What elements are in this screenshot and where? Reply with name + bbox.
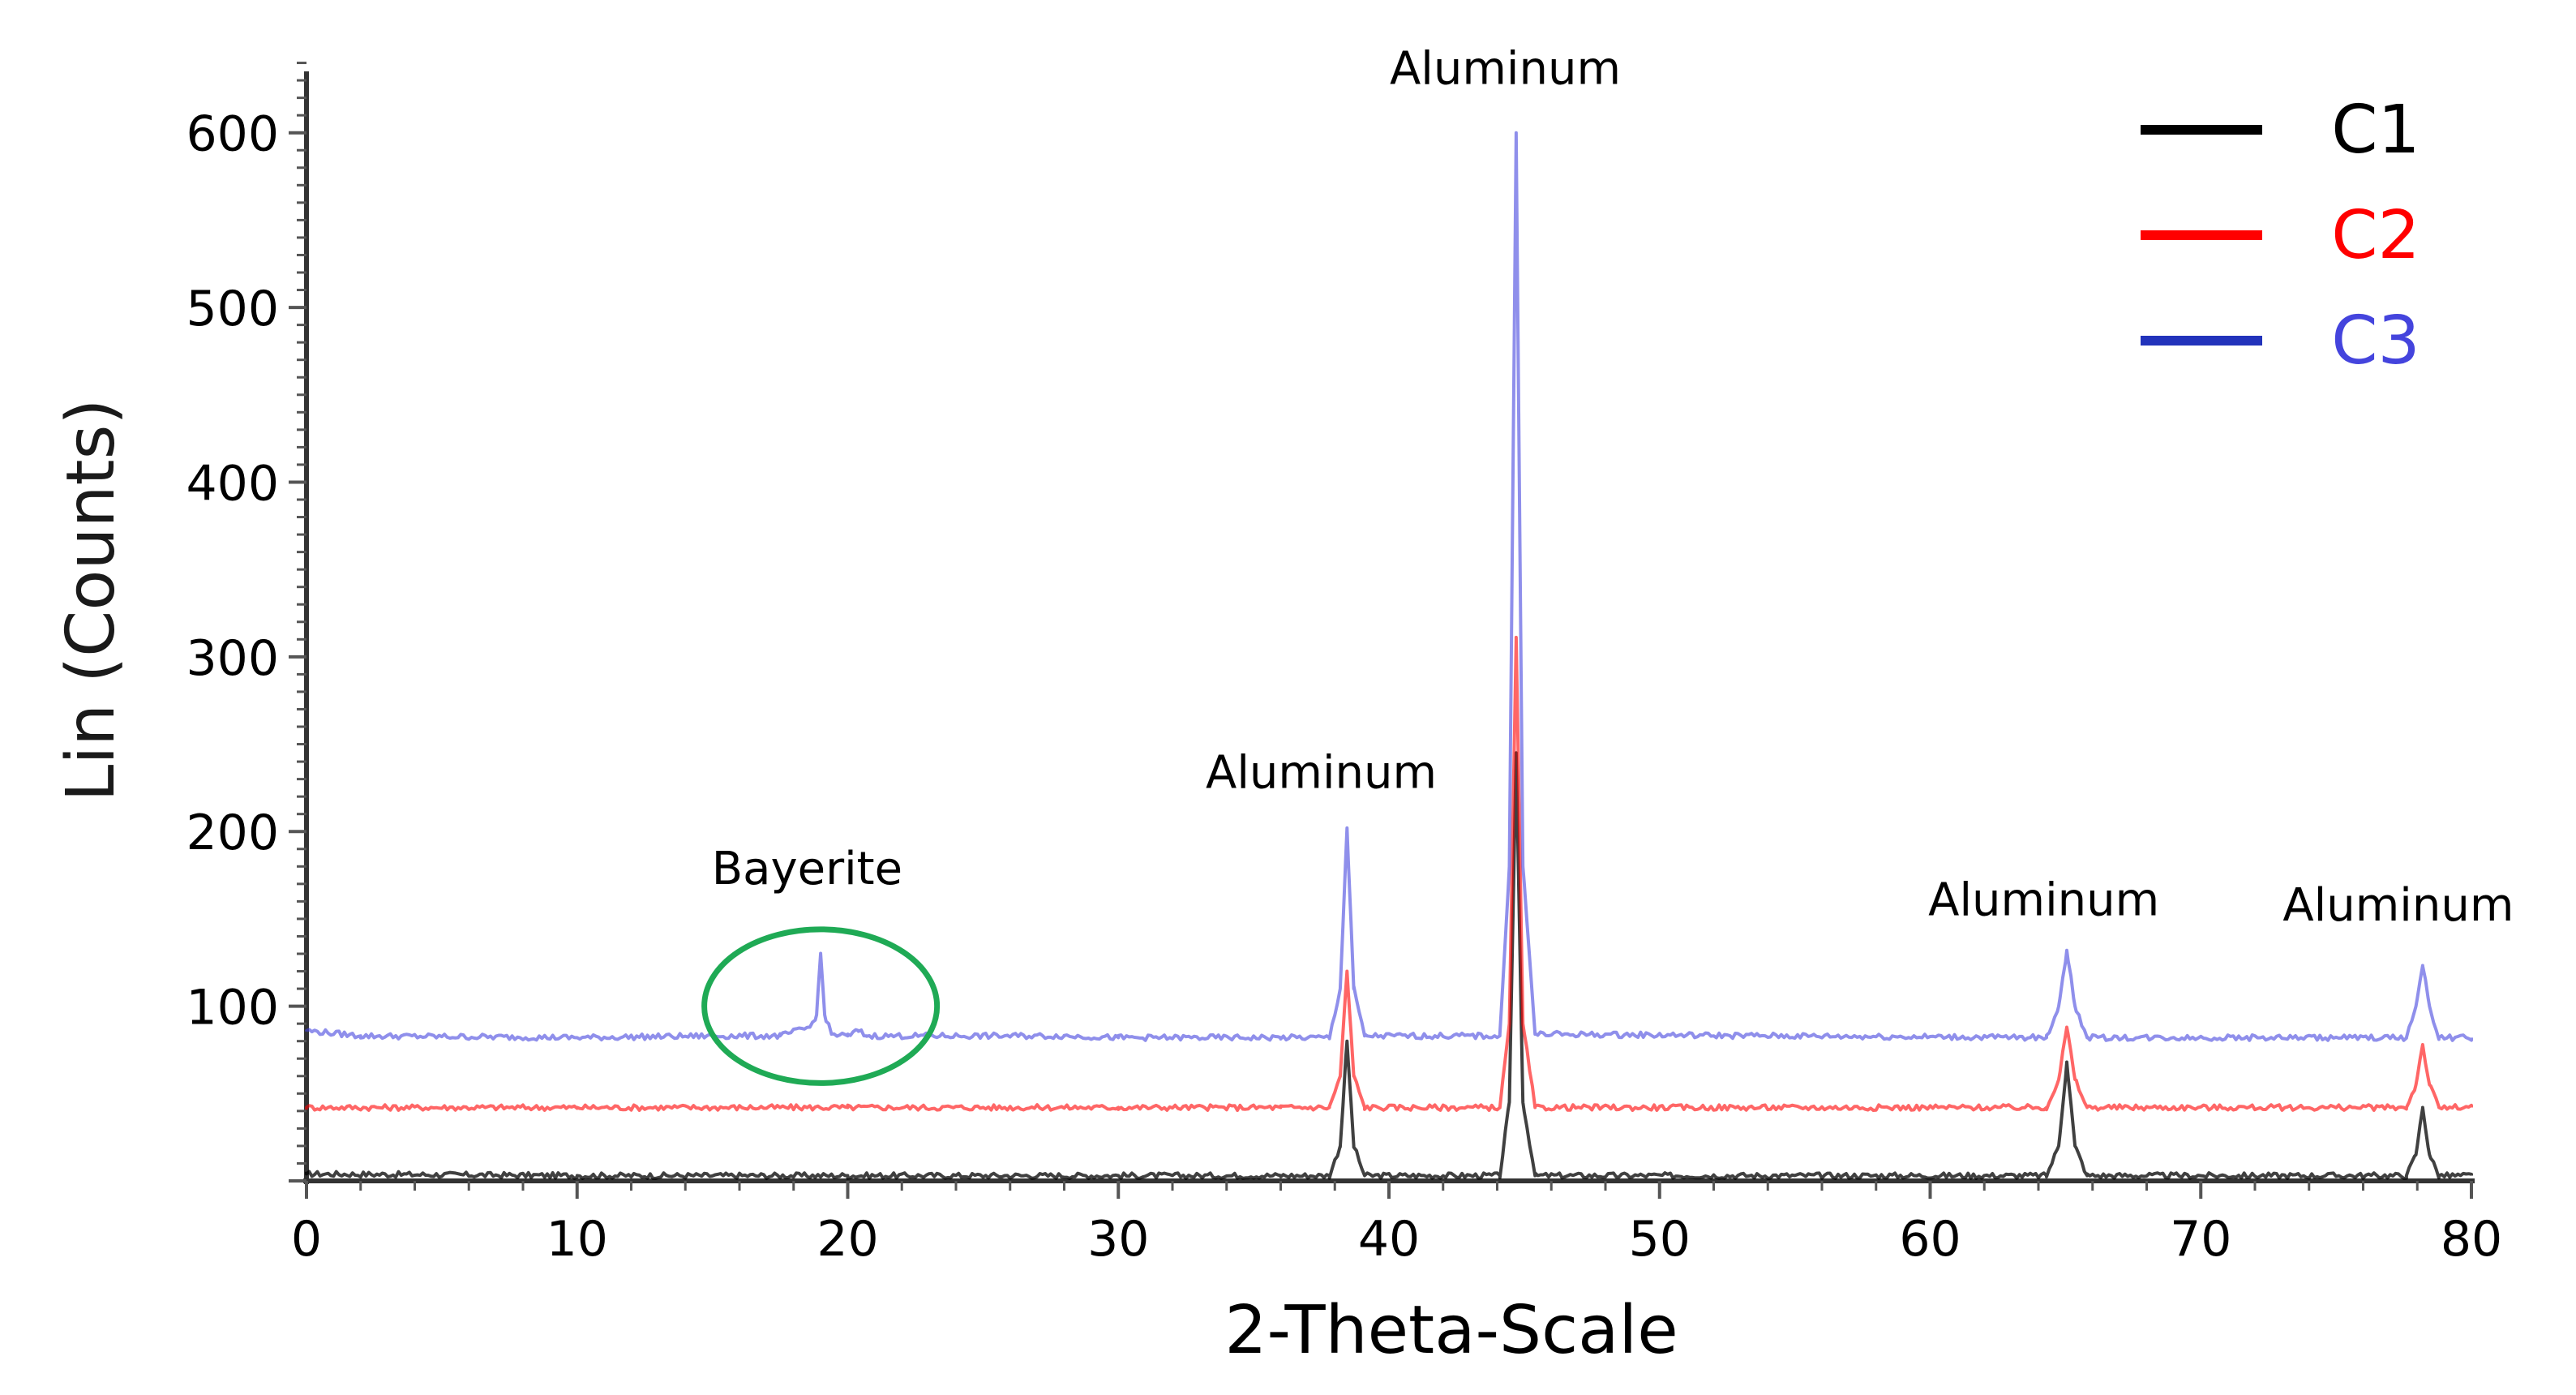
bayerite-highlight-ellipse (701, 926, 941, 1086)
peak-label: Bayerite (712, 843, 902, 895)
series-line-c1 (305, 751, 2473, 1180)
peak-label: Aluminum (1390, 42, 1621, 95)
x-tick-label: 60 (1899, 1211, 1961, 1268)
y-tick-label: 200 (186, 805, 279, 861)
y-axis-title: Lin (Counts) (53, 399, 130, 802)
x-tick-label: 10 (546, 1211, 608, 1268)
peak-label: Aluminum (1206, 746, 1437, 799)
x-tick-label: 30 (1087, 1211, 1149, 1268)
legend-label-c2: C2 (2331, 197, 2420, 274)
series-line-c3 (305, 131, 2473, 1042)
legend-label-c3: C3 (2331, 303, 2420, 380)
series-line-c2 (305, 635, 2473, 1112)
y-tick-label: 500 (186, 281, 279, 337)
x-tick-label: 0 (291, 1211, 322, 1268)
legend-label-c1: C1 (2331, 92, 2420, 169)
x-tick-label: 40 (1358, 1211, 1420, 1268)
x-tick-label: 50 (1629, 1211, 1691, 1268)
y-tick-label: 400 (186, 455, 279, 512)
y-tick-label: 600 (186, 106, 279, 163)
peak-label: Aluminum (2282, 879, 2514, 932)
y-tick-label: 300 (186, 630, 279, 687)
x-tick-label: 70 (2170, 1211, 2231, 1268)
x-axis-title: 2-Theta-Scale (1224, 1292, 1678, 1369)
x-tick-label: 80 (2441, 1211, 2502, 1268)
peak-label: Aluminum (1928, 874, 2159, 927)
x-tick-label: 20 (817, 1211, 878, 1268)
y-tick-label: 100 (186, 980, 279, 1037)
